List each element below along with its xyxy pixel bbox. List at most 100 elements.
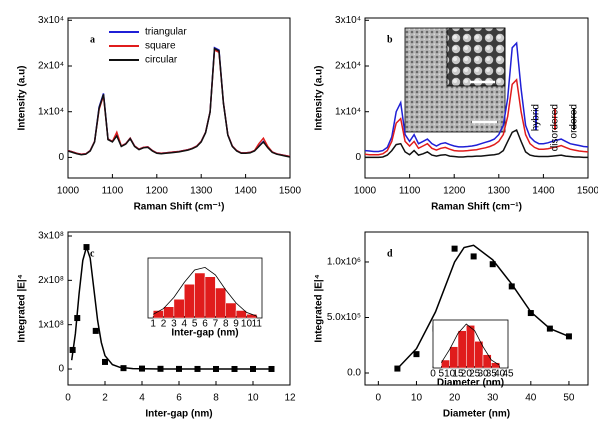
- inset-x-tick-label: 0: [430, 369, 436, 380]
- histogram-bar: [475, 341, 483, 368]
- histogram-bar: [205, 277, 215, 318]
- inset-x-axis-label: Inter-gap (nm): [171, 328, 238, 339]
- x-tick-label: 12: [284, 393, 296, 404]
- panel-label: a: [90, 34, 95, 45]
- x-axis-label: Diameter (nm): [443, 409, 510, 420]
- y-tick-label: 2x10⁴: [38, 61, 64, 72]
- data-point: [566, 333, 572, 339]
- data-point: [232, 366, 238, 372]
- y-tick-label: 5.0x10⁵: [327, 312, 361, 323]
- x-tick-label: 1300: [190, 186, 213, 197]
- data-point: [195, 366, 201, 372]
- data-point: [547, 326, 553, 332]
- x-tick-label: 1200: [443, 186, 466, 197]
- figure: 01x10⁴2x10⁴3x10⁴100011001200130014001500…: [0, 0, 598, 424]
- legend-label: circular: [145, 55, 178, 66]
- y-tick-label: 1.0x10⁶: [327, 257, 361, 268]
- x-tick-label: 1000: [354, 186, 377, 197]
- x-tick-label: 1500: [577, 186, 598, 197]
- data-point: [269, 366, 275, 372]
- y-tick-label: 0: [355, 152, 361, 163]
- histogram-bar: [164, 307, 174, 318]
- legend-label: disordered: [550, 104, 561, 151]
- data-point: [394, 366, 400, 372]
- panel-label: b: [387, 34, 393, 45]
- inset-x-tick-label: 2: [161, 319, 167, 330]
- data-point: [102, 359, 108, 365]
- data-point: [528, 310, 534, 316]
- data-point: [250, 366, 256, 372]
- y-axis-label: Integrated |E|⁴: [17, 274, 28, 342]
- inset-x-axis-label: Diameter (nm): [437, 378, 504, 389]
- inset-x-tick-label: 11: [252, 319, 263, 330]
- histogram-bar: [491, 363, 499, 368]
- histogram-bar: [246, 314, 256, 318]
- y-tick-label: 2x10⁸: [38, 275, 64, 286]
- y-axis-label: Intensity (a.u): [17, 65, 28, 130]
- inset-x-tick-label: 45: [502, 369, 514, 380]
- x-tick-label: 1100: [399, 186, 421, 197]
- y-tick-label: 0: [58, 364, 64, 375]
- y-axis-label: Integrated |E|⁴: [314, 274, 325, 342]
- x-axis-label: Raman Shift (cm⁻¹): [134, 202, 225, 213]
- histogram-bar: [195, 273, 205, 318]
- x-axis-label: Inter-gap (nm): [145, 409, 212, 420]
- data-point: [121, 365, 127, 371]
- y-tick-label: 3x10⁴: [335, 15, 361, 26]
- legend-label: hybrid: [531, 104, 542, 131]
- x-tick-label: 50: [563, 393, 575, 404]
- x-tick-label: 40: [525, 393, 537, 404]
- x-tick-label: 10: [247, 393, 259, 404]
- x-tick-label: 20: [449, 393, 461, 404]
- y-tick-label: 3x10⁴: [38, 15, 64, 26]
- data-point: [158, 366, 164, 372]
- legend-label: ordered: [569, 104, 580, 138]
- data-point: [509, 283, 515, 289]
- data-point: [70, 347, 76, 353]
- x-tick-label: 1000: [57, 186, 80, 197]
- inset-x-tick-label: 1: [150, 319, 156, 330]
- data-point: [84, 244, 90, 250]
- data-point: [452, 246, 458, 252]
- data-point: [74, 315, 80, 321]
- y-tick-label: 1x10⁴: [38, 106, 64, 117]
- histogram-bar: [215, 288, 225, 318]
- x-tick-label: 2: [102, 393, 108, 404]
- x-tick-label: 1400: [234, 186, 257, 197]
- histogram-bar: [184, 284, 194, 318]
- histogram-bar: [466, 325, 474, 368]
- histogram-bar: [226, 303, 236, 318]
- y-tick-label: 2x10⁴: [335, 61, 361, 72]
- sem-image: [405, 28, 505, 132]
- x-tick-label: 30: [487, 393, 499, 404]
- y-tick-label: 3x10⁸: [38, 231, 64, 242]
- x-tick-label: 8: [213, 393, 219, 404]
- histogram-bar: [236, 311, 246, 319]
- y-tick-label: 1x10⁴: [335, 106, 361, 117]
- x-tick-label: 0: [376, 393, 382, 404]
- data-point: [176, 366, 182, 372]
- x-tick-label: 0: [65, 393, 71, 404]
- histogram-bar: [450, 347, 458, 368]
- x-tick-label: 1200: [146, 186, 169, 197]
- x-axis-label: Raman Shift (cm⁻¹): [431, 202, 522, 213]
- y-axis-label: Intensity (a.u): [314, 65, 325, 130]
- x-tick-label: 1400: [532, 186, 555, 197]
- x-tick-label: 4: [139, 393, 145, 404]
- spectrum-line: [68, 49, 290, 157]
- x-tick-label: 1300: [488, 186, 511, 197]
- x-tick-label: 1500: [279, 186, 302, 197]
- x-tick-label: 1100: [102, 186, 124, 197]
- data-point: [471, 253, 477, 259]
- data-point: [139, 366, 145, 372]
- data-point: [93, 328, 99, 334]
- legend-label: square: [145, 41, 176, 52]
- y-tick-label: 0.0: [347, 368, 361, 379]
- y-tick-label: 1x10⁸: [38, 319, 64, 330]
- panel-label: d: [387, 248, 393, 259]
- data-point: [413, 351, 419, 357]
- histogram-bar: [174, 299, 184, 318]
- x-tick-label: 10: [411, 393, 423, 404]
- histogram-bar: [483, 355, 491, 368]
- histogram-bar: [458, 331, 466, 368]
